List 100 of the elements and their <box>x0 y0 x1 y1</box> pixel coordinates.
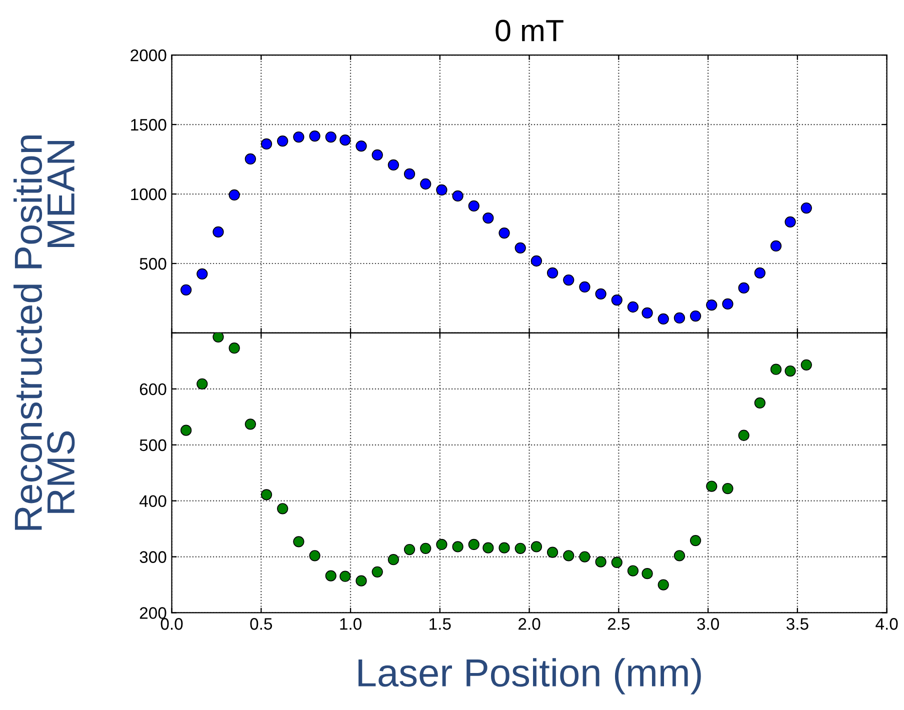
point <box>228 189 240 201</box>
point <box>514 542 526 554</box>
point <box>627 565 639 576</box>
y-tick-label: 300 <box>140 551 166 563</box>
point <box>563 550 574 562</box>
point <box>180 424 192 436</box>
x-tick-label: 1.0 <box>340 618 362 630</box>
point <box>420 542 432 554</box>
point <box>340 134 351 146</box>
y-axis-title: RMS <box>47 431 75 513</box>
point <box>722 298 734 310</box>
point <box>356 575 367 586</box>
y-axis-title: MEAN <box>48 141 74 247</box>
point <box>706 299 718 311</box>
point <box>260 138 272 150</box>
point <box>563 274 574 286</box>
point <box>530 541 542 552</box>
point <box>356 140 367 152</box>
y-tick-label: 1000 <box>131 188 166 200</box>
point <box>404 168 416 180</box>
y-tick-label: 500 <box>140 439 166 452</box>
point <box>754 397 766 408</box>
y-tick-label: 2000 <box>130 49 166 62</box>
x-tick-label: 2.5 <box>608 618 630 630</box>
point <box>260 489 272 500</box>
text: Reconstructed Position <box>14 136 42 530</box>
point <box>546 267 558 279</box>
point <box>388 159 399 171</box>
x-tick-label: 3.5 <box>786 618 808 630</box>
point <box>722 482 734 494</box>
point <box>498 542 510 554</box>
y-tick-label: 600 <box>140 383 166 396</box>
y-tick-label: 1500 <box>131 118 166 131</box>
point <box>277 503 288 514</box>
x-tick-label: 3.0 <box>697 618 719 630</box>
point <box>579 551 590 562</box>
point <box>212 332 224 342</box>
point <box>579 281 590 293</box>
point <box>658 579 669 590</box>
point <box>784 216 796 228</box>
point <box>196 378 208 390</box>
point <box>212 226 224 238</box>
point <box>277 135 288 147</box>
point <box>514 242 526 254</box>
y-tick-label: 400 <box>139 495 166 508</box>
point <box>293 536 304 548</box>
point <box>196 268 208 280</box>
point <box>482 542 494 554</box>
point <box>325 131 336 143</box>
x-tick-label: 0.0 <box>160 618 183 630</box>
point <box>770 364 782 375</box>
point <box>228 342 240 354</box>
point <box>482 212 494 224</box>
point <box>452 190 464 202</box>
point <box>468 200 480 212</box>
x-tick-label: 1.5 <box>430 618 451 630</box>
x-tick-label: 2.0 <box>518 618 540 630</box>
point <box>498 227 510 239</box>
point <box>452 541 464 552</box>
point <box>244 418 256 430</box>
point <box>611 294 622 306</box>
x-axis-title: Laser Position (mm) <box>358 658 701 694</box>
point <box>738 430 750 441</box>
point <box>388 554 399 566</box>
point <box>372 566 383 578</box>
point <box>754 267 766 279</box>
point <box>674 312 686 324</box>
point <box>180 284 192 296</box>
y-tick-label: 500 <box>140 258 166 270</box>
point <box>770 240 782 252</box>
point <box>738 282 750 294</box>
y-tick-label: 200 <box>140 607 166 619</box>
point <box>800 202 812 214</box>
x-tick-label: 4.0 <box>876 618 898 630</box>
point <box>325 570 336 582</box>
point <box>611 556 622 568</box>
x-tick-label: 0.5 <box>250 618 272 630</box>
point <box>690 534 702 546</box>
point <box>468 538 480 550</box>
point <box>595 288 606 300</box>
point <box>372 149 383 161</box>
point <box>309 130 320 142</box>
point <box>293 131 304 143</box>
chart-title: 0 mT <box>496 20 564 42</box>
point <box>658 313 669 325</box>
point <box>340 570 351 582</box>
point <box>784 365 796 377</box>
point <box>404 544 416 556</box>
point <box>595 556 606 568</box>
point <box>706 480 718 492</box>
point <box>642 307 653 319</box>
point <box>642 568 653 580</box>
point <box>420 178 432 190</box>
point <box>690 310 702 322</box>
point <box>436 184 448 196</box>
point <box>530 255 542 267</box>
point <box>309 550 320 562</box>
point <box>800 359 812 370</box>
point <box>244 153 256 165</box>
point <box>546 546 558 558</box>
